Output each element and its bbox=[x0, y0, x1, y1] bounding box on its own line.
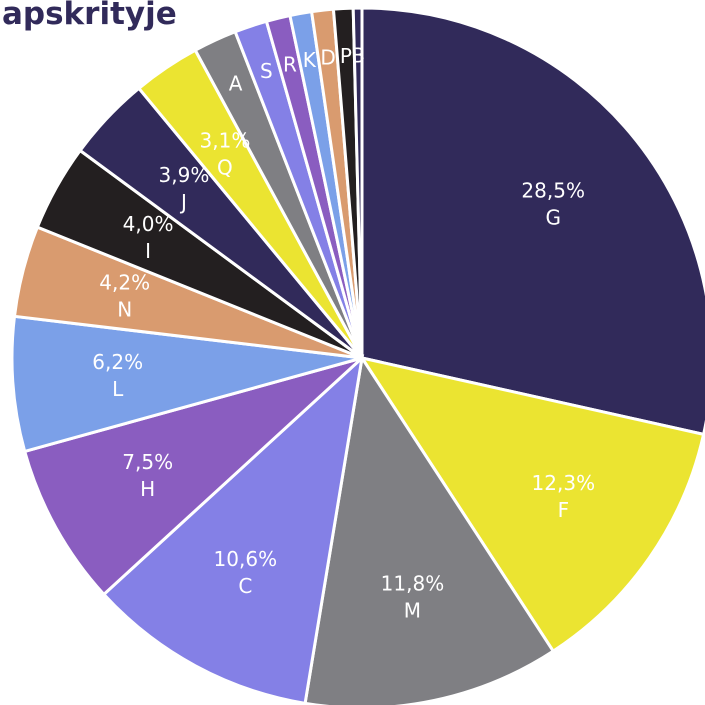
slice-value-label: 10,6% bbox=[214, 547, 278, 571]
slice-value-label: 3,9% bbox=[159, 163, 210, 187]
slice-value-label: 12,3% bbox=[532, 471, 596, 495]
slice-label: Q bbox=[217, 155, 233, 179]
pie-slice bbox=[303, 353, 556, 705]
slice-label: G bbox=[545, 205, 561, 229]
slice-label: A bbox=[229, 71, 243, 95]
slice-value-label: 3,1% bbox=[200, 128, 251, 152]
chart-title: apskrityje bbox=[2, 0, 177, 32]
pie-slice bbox=[360, 6, 705, 437]
slice-label: B bbox=[351, 44, 365, 68]
slice-label: H bbox=[140, 477, 155, 501]
slice-label: N bbox=[117, 298, 132, 322]
slice-label: P bbox=[340, 44, 352, 68]
pie-slice bbox=[101, 353, 365, 705]
pie-slice bbox=[10, 314, 363, 454]
slice-label: K bbox=[303, 48, 317, 72]
slice-label: J bbox=[179, 190, 187, 214]
pie-slice bbox=[351, 6, 364, 359]
slice-label: I bbox=[145, 239, 151, 263]
slice-value-label: 11,8% bbox=[381, 571, 445, 595]
slice-label: M bbox=[404, 598, 421, 622]
slice-value-label: 6,2% bbox=[92, 350, 143, 374]
pie-slice bbox=[22, 356, 364, 597]
slice-label: L bbox=[112, 377, 124, 401]
slice-label: C bbox=[238, 574, 252, 598]
slice-label: S bbox=[260, 59, 273, 83]
slice-label: D bbox=[320, 45, 335, 69]
pie-slice bbox=[358, 355, 705, 654]
slice-value-label: 28,5% bbox=[521, 178, 585, 202]
slice-label: F bbox=[558, 498, 570, 522]
slice-value-label: 4,2% bbox=[99, 271, 150, 295]
slice-label: R bbox=[283, 52, 297, 76]
slice-value-label: 7,5% bbox=[122, 450, 173, 474]
slice-value-label: 4,0% bbox=[123, 212, 174, 236]
